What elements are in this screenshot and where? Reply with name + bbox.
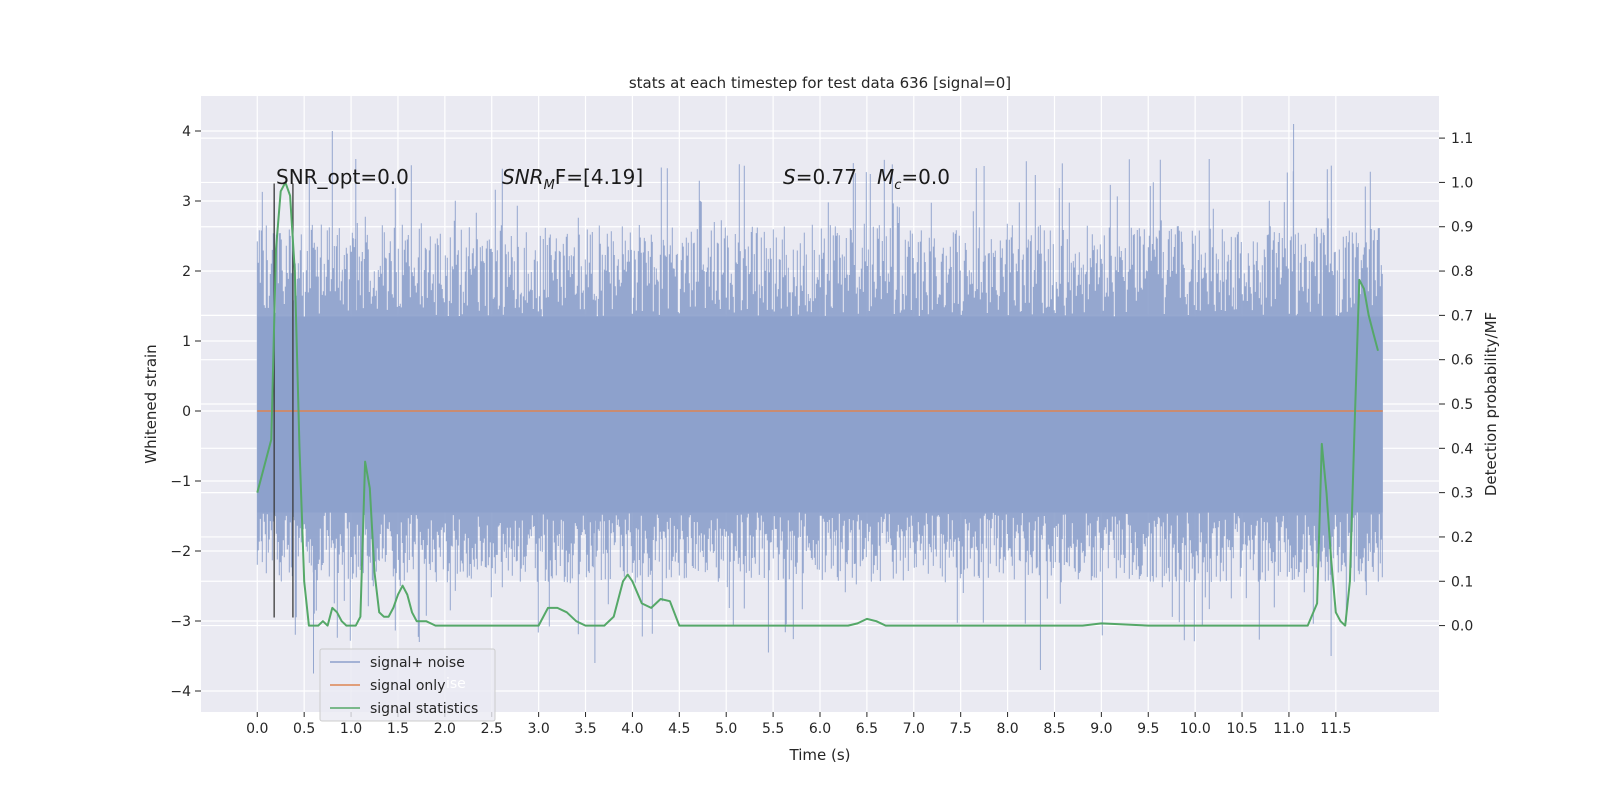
- y-right-tick-label: 0.4: [1451, 441, 1473, 457]
- annotation-snr-mf-suffix: F=[4.19]: [555, 165, 643, 189]
- x-tick-label: 3.0: [528, 721, 550, 737]
- x-tick-label: 7.0: [903, 721, 925, 737]
- x-tick-label: 10.5: [1226, 721, 1257, 737]
- x-tick-label: 3.5: [574, 721, 596, 737]
- x-tick-label: 6.5: [856, 721, 878, 737]
- legend-label-signal-only: signal only: [370, 678, 445, 694]
- x-tick-label: 4.0: [621, 721, 643, 737]
- x-tick-label: 5.0: [715, 721, 737, 737]
- y-right-tick-label: 0.9: [1451, 220, 1473, 236]
- legend-ghost-text: ise: [446, 676, 466, 692]
- annotation-snr-mf-sub: M: [544, 178, 555, 193]
- annotation-mc-sub: c: [894, 178, 901, 193]
- x-tick-label: 8.5: [1043, 721, 1065, 737]
- y-left-tick-label: 1: [182, 334, 191, 350]
- series-layer: [256, 181, 1383, 627]
- y-left-tick-label: 2: [182, 264, 191, 280]
- y-right-tick-label: 0.5: [1451, 397, 1473, 413]
- legend-box: [319, 648, 496, 722]
- axis-ticks: 0.0 0.5 1.0 1.5 2.0 2.5 3.0 3.5 4.0 4.5 5.0 5.5 6.0 6…: [170, 124, 1473, 737]
- x-tick-label: 2.5: [481, 721, 503, 737]
- legend-label-signal-statistics: signal statistics: [370, 701, 478, 717]
- x-tick-label: 4.5: [668, 721, 690, 737]
- x-tick-label: 7.5: [950, 721, 972, 737]
- y-right-tick-label: 0.6: [1451, 353, 1473, 369]
- annotation-s: S=0.77: [783, 165, 857, 189]
- y-left-tick-label: −1: [170, 474, 191, 490]
- x-axis-label: Time (s): [789, 746, 851, 764]
- x-tick-label: 0.5: [293, 721, 315, 737]
- x-tick-label: 6.0: [809, 721, 831, 737]
- legend-label-signal-noise: signal+ noise: [370, 655, 465, 671]
- y-right-tick-label: 0.8: [1451, 264, 1473, 280]
- annotation-mc-label: M: [877, 165, 894, 189]
- annotation-snr-mf-prefix: SNR: [502, 165, 544, 189]
- x-tick-label: 10.0: [1180, 721, 1211, 737]
- y-axis-left-label: Whitened strain: [142, 344, 160, 463]
- x-tick-label: 1.0: [340, 721, 362, 737]
- y-axis-right-label: Detection probability/MF: [1482, 312, 1500, 496]
- signal-noise-series: [256, 124, 1383, 674]
- y-right-tick-label: 0.3: [1451, 486, 1473, 502]
- x-tick-label: 5.5: [762, 721, 784, 737]
- y-left-tick-label: −3: [170, 614, 191, 630]
- x-tick-label: 9.0: [1090, 721, 1112, 737]
- y-right-tick-label: 0.0: [1451, 619, 1473, 635]
- noise-trace: [256, 124, 1383, 674]
- y-left-tick-label: 3: [182, 194, 191, 210]
- x-tick-label: 1.5: [387, 721, 409, 737]
- annotation-snr-opt: SNR_opt=0.0: [276, 165, 409, 189]
- annotation-mc-value: =0.0: [901, 165, 950, 189]
- x-tick-label: 8.0: [996, 721, 1018, 737]
- annotations: SNR_opt=0.0 SNRMF=[4.19] S=0.77 Mc=0.0: [276, 165, 950, 193]
- x-tick-label: 9.5: [1137, 721, 1159, 737]
- y-right-tick-label: 1.0: [1451, 175, 1473, 191]
- x-tick-label: 0.0: [246, 721, 268, 737]
- y-left-tick-label: −4: [170, 684, 191, 700]
- y-right-tick-label: 0.7: [1451, 308, 1473, 324]
- x-tick-label: 11.0: [1273, 721, 1304, 737]
- chart-title: stats at each timestep for test data 636…: [629, 74, 1011, 92]
- y-left-tick-label: 0: [182, 404, 191, 420]
- y-left-tick-label: −2: [170, 544, 191, 560]
- legend: ise signal+ noise signal only signal sta…: [319, 648, 496, 722]
- annotation-snr-mf: SNRMF=[4.19]: [502, 165, 643, 193]
- y-right-tick-label: 0.1: [1451, 574, 1473, 590]
- annotation-s-value: =0.77: [796, 165, 857, 189]
- y-right-tick-label: 1.1: [1451, 131, 1473, 147]
- x-tick-label: 11.5: [1320, 721, 1351, 737]
- x-tick-label: 2.0: [434, 721, 456, 737]
- signal-statistics-line: [256, 181, 1379, 627]
- y-left-tick-label: 4: [182, 124, 191, 140]
- y-right-tick-label: 0.2: [1451, 530, 1473, 546]
- annotation-s-label: S: [783, 165, 796, 189]
- annotation-mc: Mc=0.0: [877, 165, 950, 193]
